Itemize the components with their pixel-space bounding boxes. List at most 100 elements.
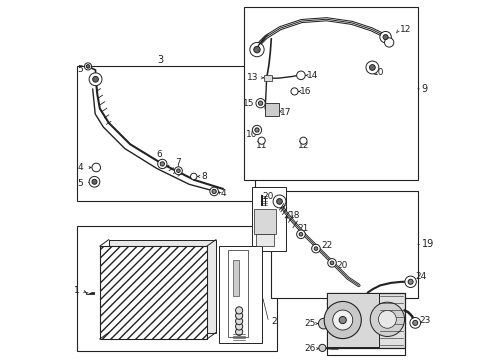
Circle shape bbox=[235, 323, 242, 330]
Text: 6: 6 bbox=[156, 150, 162, 159]
Bar bbox=[264, 75, 271, 81]
Circle shape bbox=[407, 279, 412, 284]
Bar bbox=[100, 246, 206, 339]
Bar bbox=[251, 187, 285, 251]
Circle shape bbox=[409, 318, 420, 328]
Circle shape bbox=[93, 76, 98, 82]
Text: 15: 15 bbox=[243, 99, 254, 108]
Circle shape bbox=[254, 128, 259, 132]
Circle shape bbox=[255, 99, 264, 108]
Circle shape bbox=[324, 301, 361, 339]
Circle shape bbox=[258, 137, 264, 144]
Text: 20: 20 bbox=[336, 261, 347, 270]
Text: 4: 4 bbox=[77, 163, 83, 172]
Text: 20: 20 bbox=[262, 192, 273, 201]
Text: 26: 26 bbox=[304, 344, 315, 353]
Circle shape bbox=[329, 261, 333, 265]
Bar bbox=[255, 234, 273, 246]
Text: 2: 2 bbox=[271, 316, 276, 325]
Circle shape bbox=[318, 318, 328, 329]
Text: 14: 14 bbox=[306, 71, 318, 80]
Text: 22: 22 bbox=[321, 240, 332, 249]
Text: 12: 12 bbox=[297, 141, 308, 150]
Text: 13: 13 bbox=[247, 73, 258, 82]
Text: 18: 18 bbox=[288, 211, 300, 220]
Circle shape bbox=[412, 320, 417, 325]
Text: 11: 11 bbox=[255, 141, 267, 150]
Text: 21: 21 bbox=[297, 224, 308, 233]
Circle shape bbox=[384, 38, 393, 47]
Circle shape bbox=[253, 46, 260, 53]
Bar bbox=[233, 260, 239, 296]
Circle shape bbox=[160, 162, 164, 166]
Text: 5: 5 bbox=[77, 65, 83, 74]
Circle shape bbox=[382, 35, 387, 40]
Bar bbox=[219, 246, 262, 342]
Circle shape bbox=[404, 276, 415, 288]
Text: 25: 25 bbox=[304, 319, 315, 328]
Circle shape bbox=[174, 167, 182, 175]
Circle shape bbox=[339, 316, 346, 324]
Circle shape bbox=[212, 189, 216, 194]
Text: 10: 10 bbox=[245, 130, 257, 139]
Bar bbox=[326, 293, 405, 348]
Circle shape bbox=[296, 230, 305, 239]
Circle shape bbox=[379, 31, 390, 43]
Text: 5: 5 bbox=[77, 179, 83, 188]
Circle shape bbox=[252, 125, 261, 135]
Circle shape bbox=[235, 318, 242, 325]
Bar bbox=[244, 7, 417, 180]
Bar bbox=[77, 226, 276, 351]
Text: 23: 23 bbox=[419, 315, 430, 324]
Circle shape bbox=[313, 247, 317, 250]
Text: 24: 24 bbox=[414, 272, 426, 281]
Circle shape bbox=[176, 169, 180, 172]
Circle shape bbox=[209, 187, 218, 196]
Circle shape bbox=[276, 199, 282, 204]
Circle shape bbox=[332, 310, 352, 330]
Text: 17: 17 bbox=[280, 108, 291, 117]
Bar bbox=[77, 66, 255, 202]
Text: 10: 10 bbox=[372, 68, 384, 77]
Text: 7: 7 bbox=[175, 158, 181, 167]
Circle shape bbox=[92, 179, 97, 184]
Circle shape bbox=[365, 61, 378, 74]
Circle shape bbox=[369, 302, 404, 337]
Circle shape bbox=[92, 163, 101, 172]
Bar bbox=[271, 191, 417, 298]
Circle shape bbox=[89, 73, 102, 86]
Circle shape bbox=[89, 176, 100, 187]
Circle shape bbox=[369, 64, 374, 70]
Circle shape bbox=[299, 233, 302, 236]
Circle shape bbox=[272, 195, 285, 208]
Circle shape bbox=[290, 88, 298, 95]
Circle shape bbox=[296, 71, 305, 80]
Text: 19: 19 bbox=[421, 239, 433, 249]
Circle shape bbox=[86, 64, 90, 68]
Circle shape bbox=[318, 344, 325, 351]
Circle shape bbox=[235, 328, 242, 336]
Text: 3: 3 bbox=[157, 55, 163, 65]
Text: 8: 8 bbox=[201, 172, 207, 181]
Bar bbox=[108, 240, 216, 333]
Bar bbox=[254, 208, 275, 234]
Text: 12: 12 bbox=[399, 26, 410, 35]
Circle shape bbox=[311, 244, 320, 253]
Circle shape bbox=[299, 137, 306, 144]
Circle shape bbox=[378, 310, 395, 328]
Circle shape bbox=[235, 307, 242, 314]
Text: 1: 1 bbox=[74, 286, 80, 295]
Circle shape bbox=[157, 159, 166, 168]
Circle shape bbox=[190, 173, 197, 180]
Text: 4: 4 bbox=[220, 189, 225, 198]
Bar bbox=[326, 293, 378, 347]
Text: 16: 16 bbox=[299, 87, 311, 96]
Circle shape bbox=[327, 258, 336, 267]
Circle shape bbox=[258, 101, 262, 105]
Circle shape bbox=[84, 63, 91, 70]
Bar bbox=[264, 103, 278, 116]
Circle shape bbox=[235, 312, 242, 319]
Circle shape bbox=[249, 42, 264, 57]
Text: 9: 9 bbox=[421, 84, 427, 94]
Bar bbox=[228, 249, 247, 337]
